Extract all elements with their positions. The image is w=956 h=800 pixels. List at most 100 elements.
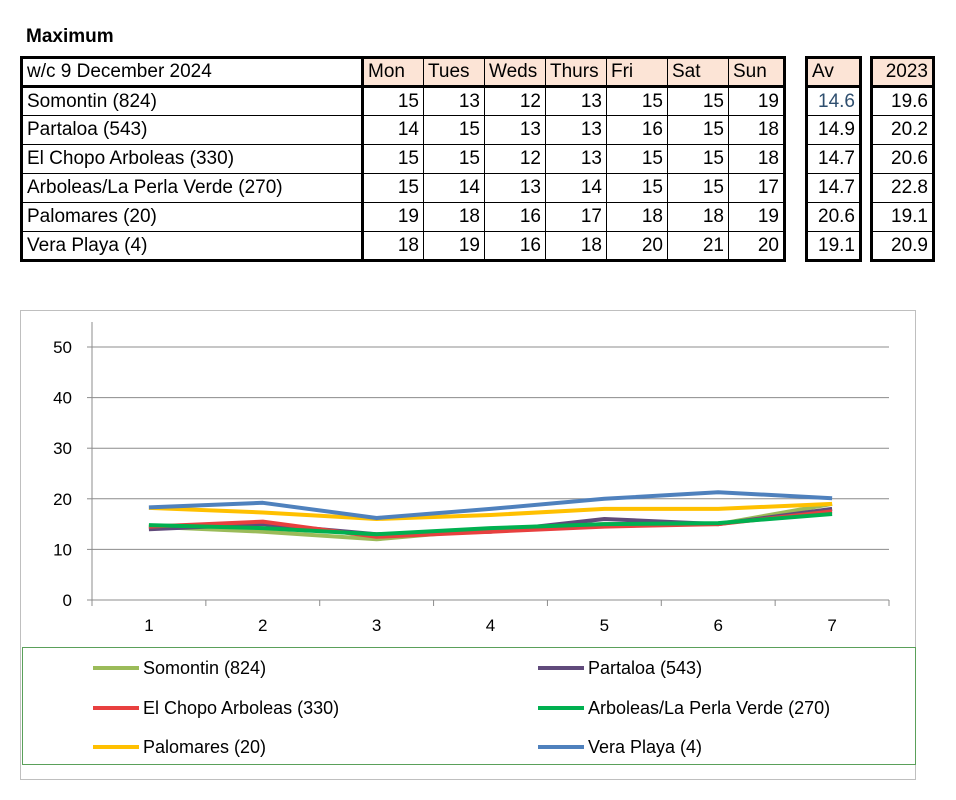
- average-cell: 14.6: [806, 86, 861, 116]
- legend-swatch: [93, 745, 139, 749]
- x-tick-label: 2: [258, 616, 267, 635]
- temperature-cell: 19: [362, 202, 424, 232]
- x-tick-label: 6: [713, 616, 722, 635]
- legend-label: Somontin (824): [143, 657, 267, 678]
- temperature-cell: 15: [606, 144, 668, 174]
- temperature-cell: 15: [606, 173, 668, 203]
- y-tick-label: 40: [53, 389, 72, 408]
- legend-swatch: [93, 706, 139, 710]
- average-cell: 14.7: [806, 144, 861, 174]
- temperature-cell: 12: [484, 86, 546, 116]
- av-row: 19.1: [806, 231, 861, 261]
- x-tick-label: 4: [486, 616, 495, 635]
- chart-legend: Somontin (824) Partaloa (543) El Chopo Arb…: [22, 647, 916, 765]
- legend-label: Partaloa (543): [588, 657, 703, 678]
- legend-item: Partaloa (543): [538, 656, 702, 680]
- day-header: Tues: [423, 57, 485, 88]
- line-chart: 0 10 20 30 40 50 1 2 3 4 5 6 7: [53, 322, 890, 635]
- year-2023-cell: 22.8: [871, 173, 934, 203]
- series-line: [148, 512, 833, 537]
- series-line: [148, 490, 833, 520]
- table-row: El Chopo Arboleas (330) 15 15 12 13 15 15 18: [21, 144, 785, 174]
- average-table: Av 14.6 14.9 14.7 14.7 20.6 19.1: [805, 56, 862, 262]
- legend-label: Vera Playa (4): [588, 736, 703, 757]
- temperature-cell: 18: [728, 115, 785, 145]
- table-row: Vera Playa (4) 18 19 16 18 20 21 20: [21, 231, 785, 261]
- legend-label: Palomares (20): [143, 736, 267, 757]
- average-cell: 14.7: [806, 173, 861, 203]
- av-row: 14.7: [806, 173, 861, 203]
- y-tick-label: 30: [53, 439, 72, 458]
- av-row: 14.9: [806, 115, 861, 145]
- x-tick-label: 7: [827, 616, 836, 635]
- temperature-cell: 13: [484, 173, 546, 203]
- temperature-cell: 15: [423, 115, 485, 145]
- chart-area: 0 10 20 30 40 50 1 2 3 4 5 6 7: [20, 310, 916, 780]
- legend-swatch: [538, 666, 584, 670]
- year-row: 20.6: [871, 144, 934, 174]
- year-2023-cell: 19.6: [871, 86, 934, 116]
- series-line: [148, 501, 833, 521]
- legend-swatch: [93, 666, 139, 670]
- year-row: 19.6: [871, 86, 934, 116]
- temperature-cell: 15: [362, 173, 424, 203]
- year-2023-cell: 20.9: [871, 231, 934, 261]
- station-name: Arboleas/La Perla Verde (270): [21, 173, 364, 203]
- legend-swatch: [538, 706, 584, 710]
- y-tick-label: 10: [53, 540, 72, 559]
- temperature-cell: 20: [728, 231, 785, 261]
- table-row: Somontin (824) 15 13 12 13 15 15 19: [21, 86, 785, 116]
- legend-swatch: [538, 745, 584, 749]
- av-row: 14.6: [806, 86, 861, 116]
- temperature-cell: 18: [545, 231, 607, 261]
- station-name: Palomares (20): [21, 202, 364, 232]
- x-tick-label: 5: [600, 616, 609, 635]
- temperature-cell: 13: [423, 86, 485, 116]
- week-label: w/c 9 December 2024: [21, 57, 364, 88]
- y-tick-label: 50: [53, 338, 72, 357]
- temperature-cell: 16: [606, 115, 668, 145]
- temperature-cell: 19: [728, 86, 785, 116]
- temperature-cell: 18: [362, 231, 424, 261]
- temperature-cell: 15: [362, 144, 424, 174]
- table-row: Partaloa (543) 14 15 13 13 16 15 18: [21, 115, 785, 145]
- average-cell: 19.1: [806, 231, 861, 261]
- average-cell: 14.9: [806, 115, 861, 145]
- av-header: Av: [806, 57, 861, 88]
- temperature-cell: 19: [423, 231, 485, 261]
- table-header-row: w/c 9 December 2024 Mon Tues Weds Thurs Fri Sa…: [21, 57, 785, 88]
- temperature-cell: 18: [606, 202, 668, 232]
- temperature-cell: 15: [667, 115, 729, 145]
- temperature-cell: 18: [667, 202, 729, 232]
- temperature-cell: 14: [423, 173, 485, 203]
- year-row: 19.1: [871, 202, 934, 232]
- station-name: Vera Playa (4): [21, 231, 364, 261]
- temperature-cell: 14: [362, 115, 424, 145]
- year-2023-cell: 20.2: [871, 115, 934, 145]
- year-2023-cell: 20.6: [871, 144, 934, 174]
- day-header: Sat: [667, 57, 729, 88]
- temperature-cell: 13: [545, 144, 607, 174]
- main-temperature-table: w/c 9 December 2024 Mon Tues Weds Thurs Fri Sa…: [20, 56, 786, 262]
- station-name: Partaloa (543): [21, 115, 364, 145]
- page-title: Maximum: [26, 26, 114, 47]
- temperature-cell: 15: [667, 86, 729, 116]
- x-tick-label: 3: [372, 616, 381, 635]
- temperature-cell: 17: [545, 202, 607, 232]
- day-header: Thurs: [545, 57, 607, 88]
- year-row: 22.8: [871, 173, 934, 203]
- temperature-cell: 13: [484, 115, 546, 145]
- x-tick-label: 1: [144, 616, 153, 635]
- temperature-cell: 20: [606, 231, 668, 261]
- legend-label: Arboleas/La Perla Verde (270): [588, 697, 831, 718]
- legend-item: Somontin (824): [93, 656, 266, 680]
- year-2023-table: 2023 19.6 20.2 20.6 22.8 19.1 20.9: [870, 56, 935, 262]
- temperature-cell: 21: [667, 231, 729, 261]
- day-header: Mon: [362, 57, 424, 88]
- temperature-cell: 16: [484, 202, 546, 232]
- year-2023-cell: 19.1: [871, 202, 934, 232]
- day-header: Fri: [606, 57, 668, 88]
- temperature-cell: 17: [728, 173, 785, 203]
- legend-label: El Chopo Arboleas (330): [143, 697, 340, 718]
- temperature-cell: 19: [728, 202, 785, 232]
